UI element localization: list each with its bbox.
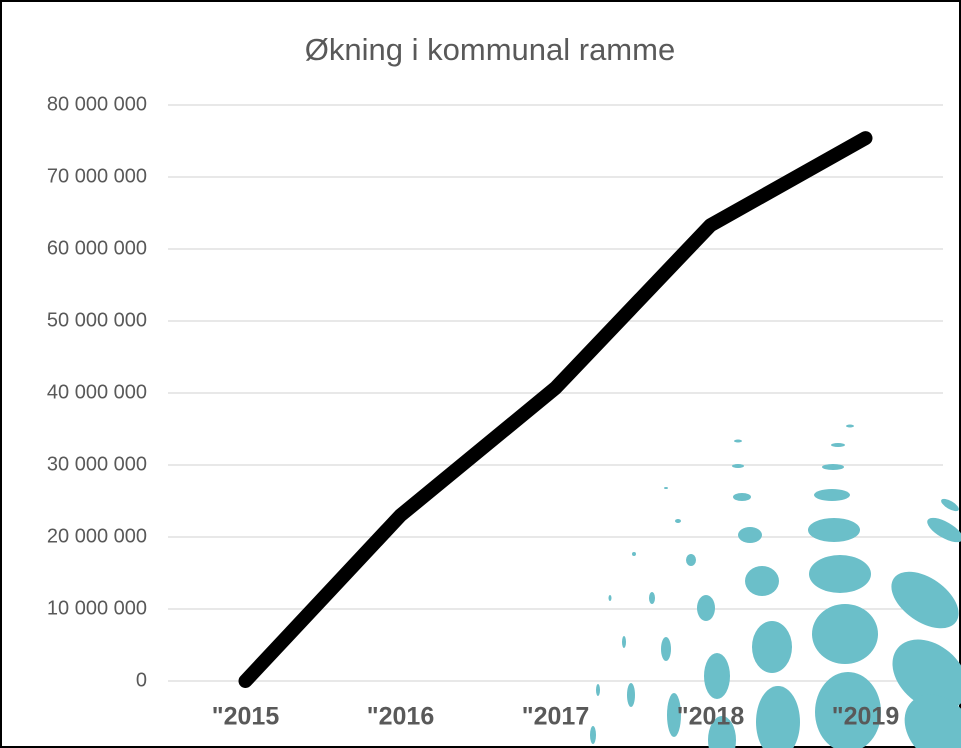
y-tick-label: 0 xyxy=(136,669,147,691)
y-tick-label: 40 000 000 xyxy=(47,381,147,403)
y-tick-label: 70 000 000 xyxy=(47,165,147,187)
y-tick-label: 80 000 000 xyxy=(47,93,147,115)
chart: Økning i kommunal ramme 0 10 000 000 20 00… xyxy=(0,0,961,748)
y-tick-label: 50 000 000 xyxy=(47,309,147,331)
chart-title: Økning i kommunal ramme xyxy=(305,32,675,67)
y-tick-label: 20 000 000 xyxy=(47,525,147,547)
y-tick-label: 30 000 000 xyxy=(47,453,147,475)
x-tick-label: "2018 xyxy=(677,703,745,731)
x-tick-label: "2017 xyxy=(522,703,589,731)
page: Økning i kommunal ramme 0 10 000 000 20 00… xyxy=(0,0,961,748)
y-tick-label: 10 000 000 xyxy=(47,597,147,619)
x-tick-label: "2019 xyxy=(832,703,899,731)
y-tick-label: 60 000 000 xyxy=(47,237,147,259)
x-tick-label: "2016 xyxy=(367,703,434,731)
x-tick-label: "2015 xyxy=(212,703,280,731)
